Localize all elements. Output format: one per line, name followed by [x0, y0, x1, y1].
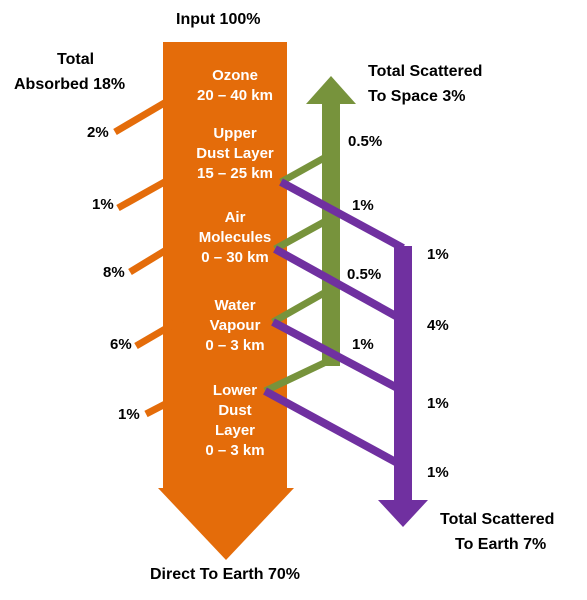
earth-pct-4: 1%: [427, 464, 449, 481]
absorbed-line-2: [116, 176, 170, 212]
total-earth-label-line1: Total Scattered: [440, 511, 555, 528]
absorbed-line-3: [128, 241, 178, 275]
earth-pct-2: 4%: [427, 317, 449, 334]
layer-air-molecules: Air Molecules 0 – 30 km: [175, 208, 295, 268]
layer-upper-dust: Upper Dust Layer 15 – 25 km: [175, 124, 295, 184]
earth-arrow-body: [394, 246, 412, 502]
total-earth-label-line2: To Earth 7%: [455, 536, 547, 553]
space-line-2: [273, 218, 326, 253]
space-line-4: [263, 359, 326, 395]
layer-lower-dust: Lower Dust Layer 0 – 3 km: [175, 381, 295, 461]
absorbed-pct-3: 8%: [103, 264, 125, 281]
earth-line-1: [279, 178, 405, 252]
layer-ozone-name: Ozone: [212, 67, 258, 84]
layer-lower-line1: Lower: [212, 382, 258, 399]
absorbed-line-1: [113, 98, 168, 136]
earth-line-2: [273, 245, 405, 324]
layer-air-line2: Molecules: [198, 229, 272, 246]
layer-lower-line2: Dust: [218, 402, 252, 419]
absorbed-pct-5: 1%: [118, 406, 140, 423]
earth-arrow-head: [378, 500, 428, 527]
absorbed-line-5: [144, 382, 202, 418]
layer-upper-dust-line1: Upper: [213, 125, 257, 142]
earth-pct-3: 1%: [427, 395, 449, 412]
space-pct-4: 1%: [352, 336, 374, 353]
layer-water-line2: Vapour: [209, 317, 261, 334]
space-arrow-body: [322, 100, 340, 366]
absorbed-line-4: [134, 314, 186, 350]
absorbed-pct-2: 1%: [92, 196, 114, 213]
layer-ozone-altitude: 20 – 40 km: [197, 87, 273, 104]
layer-ozone: Ozone 20 – 40 km: [175, 66, 295, 106]
input-label: Input 100%: [176, 11, 261, 28]
space-line-3: [271, 289, 326, 326]
earth-pct-1: 1%: [427, 246, 449, 263]
absorbed-pct-4: 6%: [110, 336, 132, 353]
space-pct-3: 0.5%: [347, 266, 382, 283]
total-space-label-line1: Total Scattered: [368, 63, 483, 80]
layer-lower-line3: Layer: [214, 422, 256, 439]
layer-water-altitude: 0 – 3 km: [205, 337, 265, 354]
space-arrow-head: [306, 76, 356, 104]
main-arrow-body: [163, 42, 287, 490]
layer-air-line1: Air: [224, 209, 246, 226]
space-line-1: [279, 154, 326, 186]
layer-upper-dust-altitude: 15 – 25 km: [197, 165, 273, 182]
main-arrow-head: [158, 488, 294, 560]
earth-line-3: [271, 318, 405, 395]
layer-air-altitude: 0 – 30 km: [201, 249, 269, 266]
direct-earth-label: Direct To Earth 70%: [150, 566, 300, 583]
layer-lower-altitude: 0 – 3 km: [205, 442, 265, 459]
absorbed-pct-1: 2%: [87, 124, 109, 141]
layer-upper-dust-line2: Dust Layer: [196, 145, 274, 162]
layer-water-vapour: Water Vapour 0 – 3 km: [175, 296, 295, 356]
space-pct-1: 0.5%: [348, 133, 383, 150]
layer-water-line1: Water: [214, 297, 256, 314]
total-absorbed-label-line2: Absorbed 18%: [14, 76, 126, 93]
total-absorbed-label-line1: Total: [57, 51, 95, 68]
space-pct-2: 1%: [352, 197, 374, 214]
earth-line-4: [263, 387, 405, 470]
total-space-label-line2: To Space 3%: [368, 88, 466, 105]
